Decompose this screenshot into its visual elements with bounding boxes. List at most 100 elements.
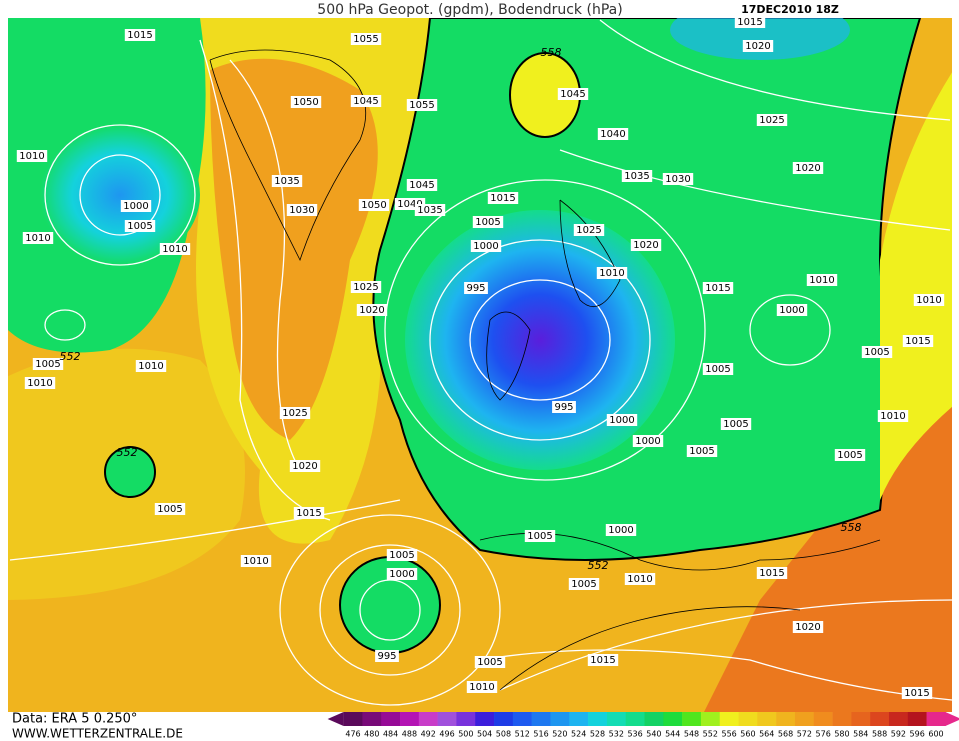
isobar-label: 1005	[157, 504, 182, 515]
isobar-label: 1010	[627, 574, 652, 585]
isobar-label: 1005	[389, 550, 414, 561]
colorbar-swatch	[870, 712, 890, 726]
isobar-label: 1040	[397, 199, 422, 210]
geopotential-label: 558	[541, 46, 562, 59]
colorbar-label: 504	[477, 730, 492, 739]
colorbar-label: 552	[703, 730, 718, 739]
isobar-label: 1010	[599, 268, 624, 279]
colorbar-swatch	[719, 712, 739, 726]
isobar-label: 1015	[705, 283, 730, 294]
isobar-label-box	[286, 204, 318, 216]
isobar-label-box	[356, 304, 388, 316]
isobar-label: 1005	[127, 221, 152, 232]
isobar-label: 1020	[795, 622, 820, 633]
isobar-label-box	[375, 650, 399, 662]
isobar-label-box	[552, 401, 576, 413]
colorbar-swatch	[550, 712, 570, 726]
isobar-label-box	[470, 240, 502, 252]
isobar-label: 1010	[27, 378, 52, 389]
isobar-label-box	[913, 294, 945, 306]
colorbar-label: 548	[684, 730, 699, 739]
isobar-label-box	[902, 335, 934, 347]
isobar-label-box	[861, 346, 893, 358]
isobar-label: 1000	[779, 305, 804, 316]
isobar-label-box	[350, 281, 382, 293]
isobar-label: 1025	[576, 225, 601, 236]
isobar-label: 1035	[274, 176, 299, 187]
warm-area	[704, 405, 952, 712]
isobar-label: 1010	[25, 233, 50, 244]
map-date: 17DEC2010 18Z	[741, 3, 839, 16]
isobar-label: 1020	[745, 41, 770, 52]
colorbar-label: 488	[402, 730, 417, 739]
colorbar-swatch	[926, 712, 946, 726]
colorbar-swatch	[813, 712, 833, 726]
yellow-east	[880, 72, 952, 500]
isobar-label-box	[587, 654, 619, 666]
colorbar-label: 532	[609, 730, 624, 739]
isobar-label-box	[16, 150, 48, 162]
colorbar-swatch	[757, 712, 777, 726]
isobar-label-box	[124, 29, 156, 41]
isobar-label-box	[386, 549, 418, 561]
isobar-label-box	[806, 274, 838, 286]
colorbar-swatch	[606, 712, 626, 726]
colorbar-label: 528	[590, 730, 605, 739]
isobar-label-box	[350, 33, 382, 45]
isobar-label: 1030	[665, 174, 690, 185]
isobar-label: 1025	[353, 282, 378, 293]
isobar-label: 1010	[809, 275, 834, 286]
isobar-label: 1050	[293, 97, 318, 108]
isobar-label-box	[734, 16, 766, 28]
isobar-label-box	[290, 96, 322, 108]
isobar-label: 1010	[162, 244, 187, 255]
isobar-label: 1000	[123, 201, 148, 212]
low-north	[670, 18, 850, 60]
isobar-label-box	[573, 224, 605, 236]
isobar-label-box	[474, 656, 506, 668]
isobar-label-box	[877, 410, 909, 422]
isobar-label-box	[464, 282, 488, 294]
colorbar-swatch	[832, 712, 852, 726]
isobar-label-box	[686, 445, 718, 457]
isobar-label: 1035	[624, 171, 649, 182]
isobar-label-box	[24, 377, 56, 389]
isobar-label: 1015	[590, 655, 615, 666]
colorbar-swatch	[851, 712, 871, 726]
isobar-label: 1010	[19, 151, 44, 162]
isobar-label: 1055	[353, 34, 378, 45]
isobar-label: 1005	[689, 446, 714, 457]
colorbar-label: 520	[552, 730, 567, 739]
map-title: 500 hPa Geopot. (gpdm), Bodendruck (hPa)	[317, 2, 622, 18]
colorbar-label: 480	[364, 730, 379, 739]
colorbar-label: 568	[778, 730, 793, 739]
isobar-label-box	[289, 460, 321, 472]
colorbar-label: 508	[496, 730, 511, 739]
isobar-label: 1020	[359, 305, 384, 316]
isobar-label-box	[350, 95, 382, 107]
colorbar-swatch	[625, 712, 645, 726]
isobar-label: 1015	[490, 193, 515, 204]
colorbar-swatch	[494, 712, 514, 726]
isobar-label-box	[124, 220, 156, 232]
green-blob	[104, 446, 156, 498]
isobar-label: 1015	[296, 508, 321, 519]
isobar-label: 1050	[361, 200, 386, 211]
isobar-label: 1005	[527, 531, 552, 542]
isobar-label-box	[472, 216, 504, 228]
isobar-label: 1000	[609, 415, 634, 426]
isobar-label-box	[22, 232, 54, 244]
isobar-label-box	[406, 99, 438, 111]
orange-ridge	[210, 58, 378, 440]
isobar-label-box	[792, 162, 824, 174]
isobar-label: 995	[377, 651, 396, 662]
isobar-label: 1015	[759, 568, 784, 579]
isobar-label-box	[621, 170, 653, 182]
colorbar-swatch	[888, 712, 909, 726]
colorbar-label: 584	[853, 730, 868, 739]
isobar-label-box	[632, 435, 664, 447]
geopotential-label: 552	[117, 446, 138, 459]
isobar-label: 1005	[837, 450, 862, 461]
isobar-label: 1015	[905, 336, 930, 347]
colorbar-label: 500	[458, 730, 473, 739]
